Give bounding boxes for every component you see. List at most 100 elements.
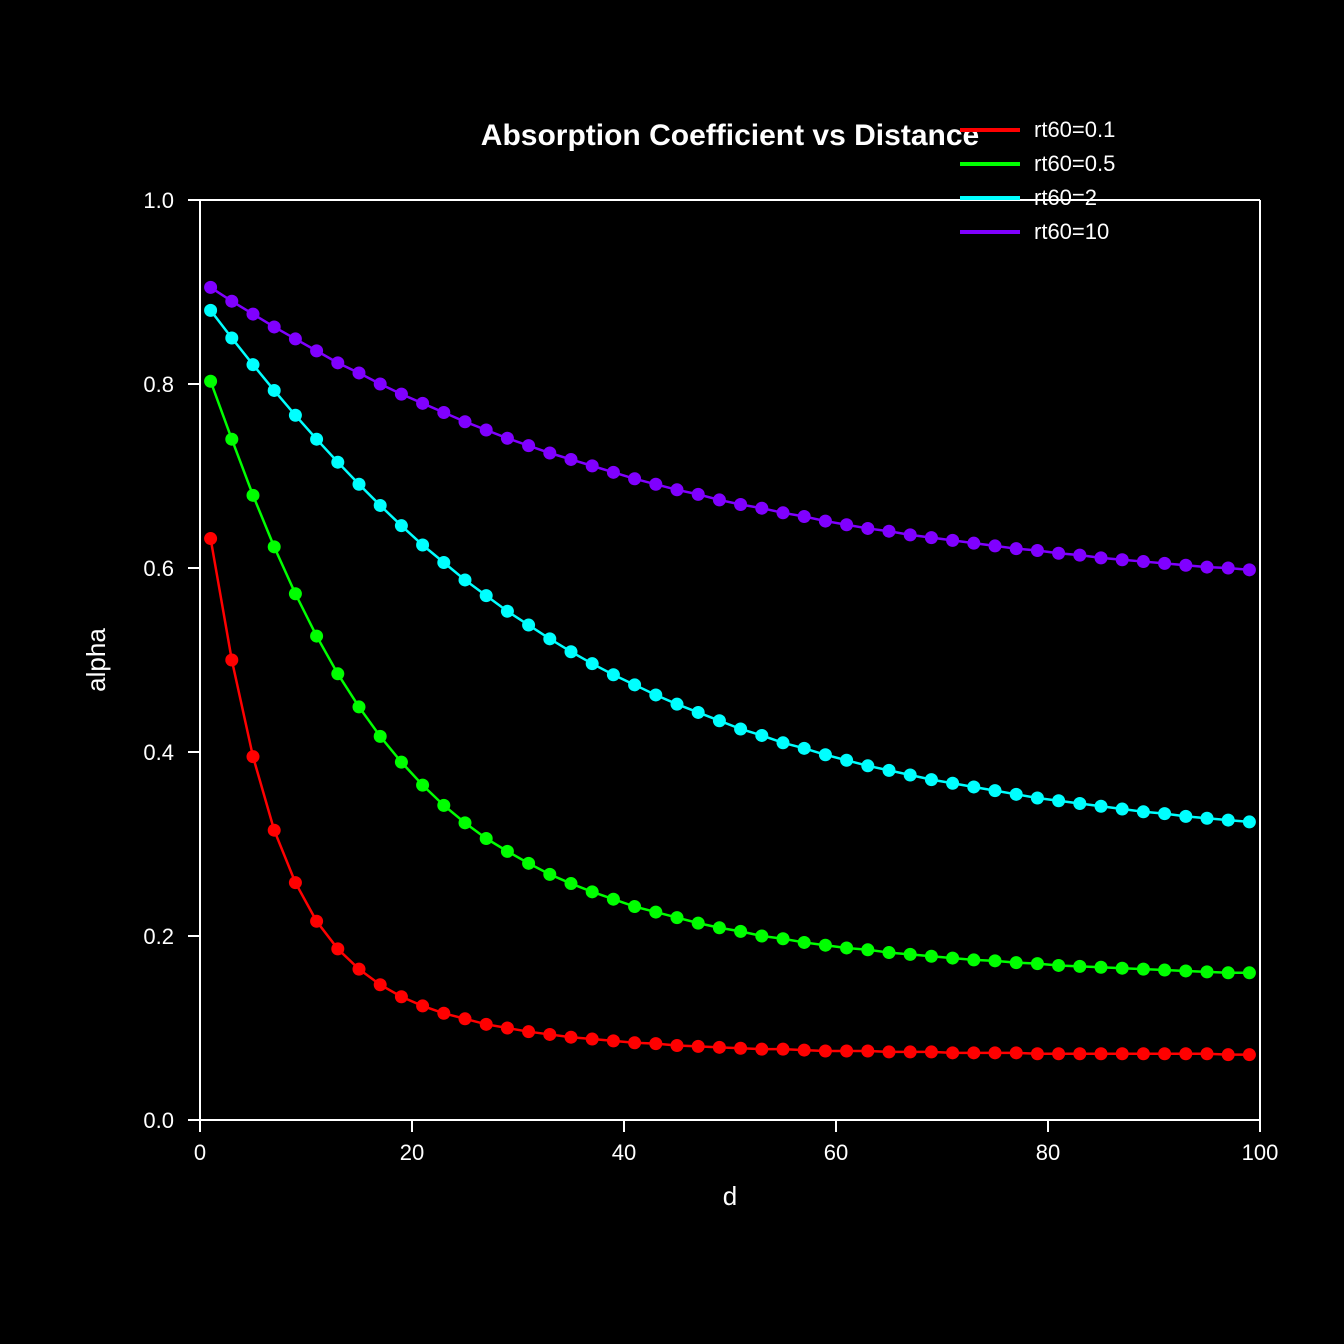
- series-marker: [628, 900, 641, 913]
- series-marker: [671, 698, 684, 711]
- series-marker: [904, 948, 917, 961]
- series-marker: [649, 688, 662, 701]
- series-marker: [967, 537, 980, 550]
- series-marker: [1010, 788, 1023, 801]
- series-marker: [777, 736, 790, 749]
- series-marker: [1243, 1048, 1256, 1061]
- series-marker: [331, 456, 344, 469]
- series-marker: [586, 657, 599, 670]
- series-marker: [1073, 549, 1086, 562]
- series-marker: [565, 453, 578, 466]
- series-marker: [883, 525, 896, 538]
- series-marker: [883, 1045, 896, 1058]
- series-marker: [819, 939, 832, 952]
- series-marker: [247, 750, 260, 763]
- series-marker: [565, 1031, 578, 1044]
- series-marker: [755, 729, 768, 742]
- series-marker: [798, 510, 811, 523]
- series-marker: [247, 308, 260, 321]
- series-marker: [459, 573, 472, 586]
- series-marker: [649, 1037, 662, 1050]
- series-marker: [437, 1007, 450, 1020]
- series-marker: [819, 515, 832, 528]
- series-marker: [1201, 965, 1214, 978]
- series-marker: [798, 742, 811, 755]
- series-marker: [1222, 1048, 1235, 1061]
- series-marker: [1158, 1047, 1171, 1060]
- series-marker: [310, 630, 323, 643]
- series-marker: [607, 668, 620, 681]
- series-marker: [1052, 959, 1065, 972]
- series-marker: [713, 493, 726, 506]
- series-marker: [1073, 1047, 1086, 1060]
- series-marker: [692, 917, 705, 930]
- series-marker: [1052, 1047, 1065, 1060]
- series-marker: [459, 816, 472, 829]
- series-marker: [1158, 557, 1171, 570]
- legend-label: rt60=0.1: [1034, 117, 1115, 142]
- series-marker: [522, 439, 535, 452]
- series-marker: [416, 539, 429, 552]
- series-marker: [798, 1044, 811, 1057]
- series-marker: [459, 1012, 472, 1025]
- x-tick-label: 40: [612, 1140, 636, 1165]
- series-marker: [586, 885, 599, 898]
- series-marker: [1137, 1047, 1150, 1060]
- series-marker: [904, 769, 917, 782]
- series-marker: [268, 540, 281, 553]
- x-tick-label: 80: [1036, 1140, 1060, 1165]
- series-marker: [353, 963, 366, 976]
- series-marker: [374, 730, 387, 743]
- series-marker: [713, 921, 726, 934]
- series-marker: [671, 483, 684, 496]
- series-marker: [607, 893, 620, 906]
- series-marker: [607, 466, 620, 479]
- series-marker: [649, 478, 662, 491]
- series-marker: [989, 784, 1002, 797]
- series-marker: [904, 1045, 917, 1058]
- series-marker: [925, 531, 938, 544]
- series-marker: [1031, 544, 1044, 557]
- y-tick-label: 0.2: [143, 924, 174, 949]
- series-marker: [1031, 1047, 1044, 1060]
- series-marker: [861, 759, 874, 772]
- series-marker: [989, 539, 1002, 552]
- series-marker: [289, 409, 302, 422]
- series-marker: [1243, 563, 1256, 576]
- series-marker: [734, 925, 747, 938]
- series-marker: [268, 320, 281, 333]
- series-marker: [586, 459, 599, 472]
- series-marker: [883, 764, 896, 777]
- y-tick-label: 0.6: [143, 556, 174, 581]
- series-marker: [777, 1043, 790, 1056]
- series-marker: [755, 502, 768, 515]
- series-marker: [946, 1046, 959, 1059]
- series-marker: [331, 356, 344, 369]
- series-marker: [565, 645, 578, 658]
- series-marker: [713, 714, 726, 727]
- series-marker: [1201, 812, 1214, 825]
- series-marker: [437, 799, 450, 812]
- series-marker: [798, 936, 811, 949]
- series-marker: [734, 498, 747, 511]
- series-marker: [501, 845, 514, 858]
- series-marker: [713, 1041, 726, 1054]
- series-marker: [225, 332, 238, 345]
- series-marker: [374, 499, 387, 512]
- series-marker: [480, 832, 493, 845]
- series-marker: [692, 706, 705, 719]
- series-marker: [989, 1046, 1002, 1059]
- series-marker: [692, 488, 705, 501]
- series-marker: [501, 432, 514, 445]
- series-marker: [225, 295, 238, 308]
- series-marker: [777, 506, 790, 519]
- y-tick-label: 0.0: [143, 1108, 174, 1133]
- series-marker: [543, 1028, 556, 1041]
- series-marker: [1095, 800, 1108, 813]
- series-marker: [1158, 807, 1171, 820]
- series-marker: [967, 1046, 980, 1059]
- series-marker: [310, 915, 323, 928]
- y-tick-label: 0.4: [143, 740, 174, 765]
- series-marker: [1201, 1047, 1214, 1060]
- series-marker: [522, 1025, 535, 1038]
